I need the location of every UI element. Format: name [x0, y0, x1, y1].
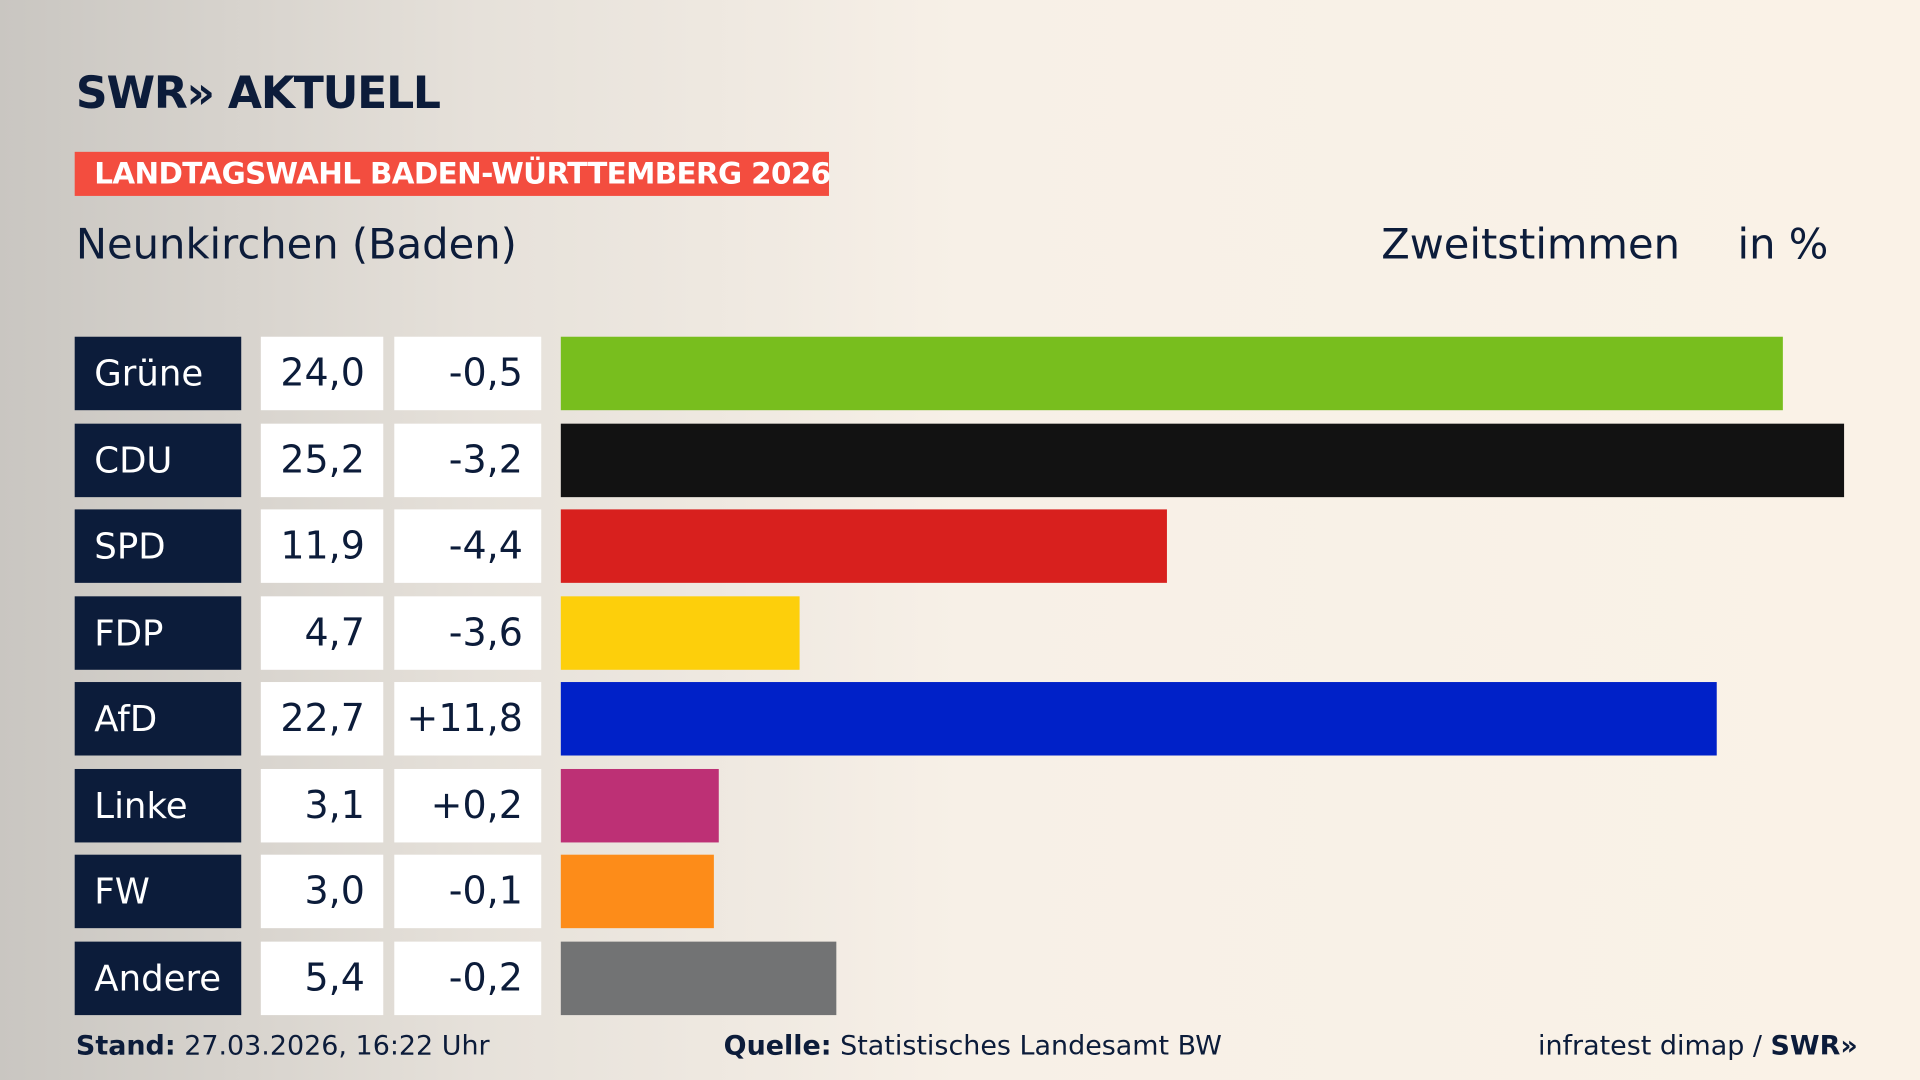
change-label: -0,2 [394, 941, 542, 1015]
party-label: Grüne [74, 336, 242, 411]
party-label: Linke [74, 768, 242, 842]
bar [560, 509, 1167, 583]
change-label: +11,8 [394, 682, 542, 756]
source: Quelle: Statistisches Landesamt BW [724, 1031, 1222, 1062]
swr-aktuell-logo: SWR» AKTUELL [75, 68, 441, 119]
row-fdp: FDP 4,7 -3,6 [0, 595, 1920, 670]
source-label: Quelle: [723, 1031, 832, 1062]
party-label: FDP [74, 595, 242, 670]
party-label: CDU [74, 423, 242, 497]
change-label: -0,1 [394, 854, 542, 929]
source-value: Statistisches Landesamt BW [840, 1031, 1222, 1062]
change-label: -3,6 [394, 595, 542, 670]
value-label: 11,9 [260, 509, 384, 583]
row-spd: SPD 11,9 -4,4 [0, 509, 1920, 583]
party-label: AfD [74, 682, 242, 756]
stand-label: Stand: [75, 1031, 176, 1062]
swr-logo: SWR» [1770, 1031, 1858, 1062]
row-andere: Andere 5,4 -0,2 [0, 941, 1920, 1015]
bar [560, 595, 801, 670]
stand-value: 27.03.2026, 16:22 Uhr [184, 1031, 490, 1062]
timestamp: Stand: 27.03.2026, 16:22 Uhr [76, 1031, 490, 1062]
row-cdu: CDU 25,2 -3,2 [0, 423, 1920, 497]
bar [560, 336, 1783, 411]
change-label: -4,4 [394, 509, 542, 583]
credit: infratest dimap / SWR» [1538, 1031, 1858, 1062]
row-afd: AfD 22,7 +11,8 [0, 682, 1920, 756]
row-grüne: Grüne 24,0 -0,5 [0, 336, 1920, 411]
bar [560, 768, 719, 842]
change-label: -3,2 [394, 423, 542, 497]
change-label: +0,2 [394, 768, 542, 842]
credit-text: infratest dimap / [1537, 1031, 1771, 1062]
party-label: SPD [74, 509, 242, 583]
election-tag: LANDTAGSWAHL BADEN-WÜRTTEMBERG 2026 [74, 151, 831, 196]
value-label: 5,4 [260, 941, 384, 1015]
bar [560, 854, 714, 929]
row-linke: Linke 3,1 +0,2 [0, 768, 1920, 842]
place-title: Neunkirchen (Baden) [75, 220, 517, 270]
metric-label: Zweitstimmen [1381, 220, 1681, 270]
bar [560, 941, 836, 1015]
value-label: 3,0 [260, 854, 384, 929]
change-label: -0,5 [394, 336, 542, 411]
value-label: 22,7 [260, 682, 384, 756]
value-label: 24,0 [260, 336, 384, 411]
party-label: Andere [74, 941, 242, 1015]
party-label: FW [74, 854, 242, 929]
row-fw: FW 3,0 -0,1 [0, 854, 1920, 929]
value-label: 3,1 [260, 768, 384, 842]
bar [560, 682, 1717, 756]
unit-label: in % [1737, 220, 1829, 270]
bar [560, 423, 1845, 497]
value-label: 4,7 [260, 595, 384, 670]
value-label: 25,2 [260, 423, 384, 497]
